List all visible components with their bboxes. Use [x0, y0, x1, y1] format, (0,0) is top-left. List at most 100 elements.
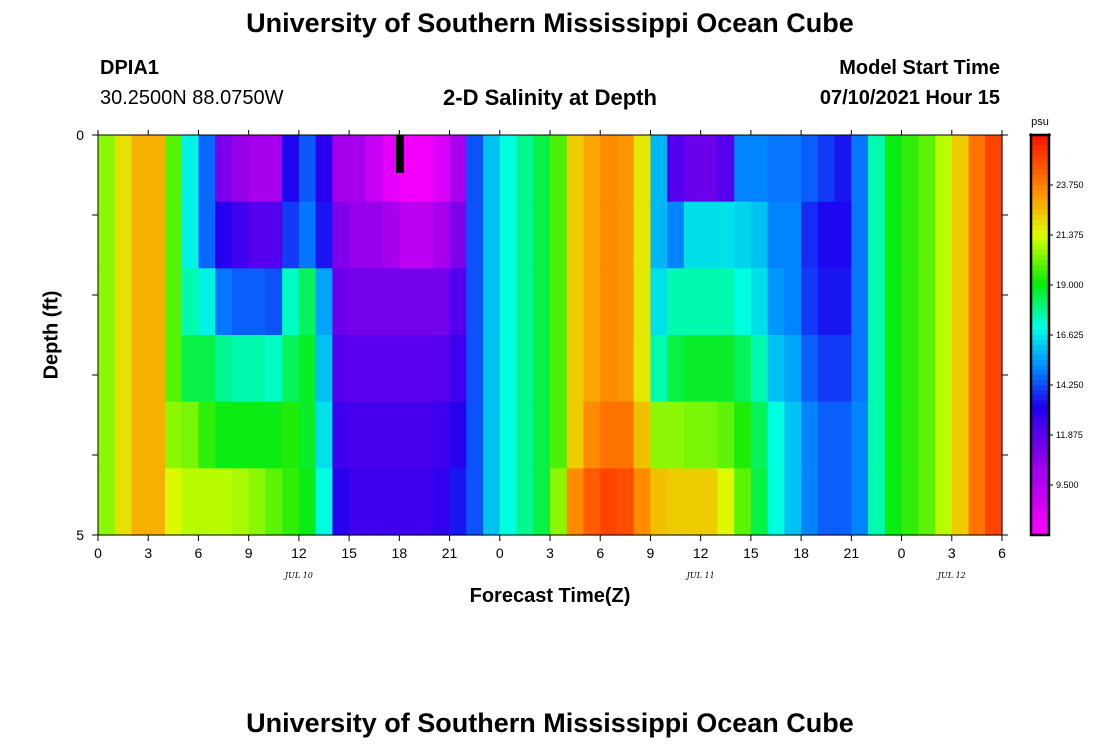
heatmap-cell: [700, 468, 719, 536]
heatmap-cell: [181, 268, 200, 336]
heatmap-cell: [332, 335, 350, 403]
heatmap-cell: [901, 268, 919, 336]
heatmap-cell: [817, 201, 836, 269]
heatmap-cell: [951, 201, 970, 269]
heatmap-cell: [499, 135, 518, 203]
heatmap-cell: [215, 335, 233, 403]
colorbar-tick-label: 19.000: [1056, 280, 1084, 290]
colorbar-tick-label: 9.500: [1056, 480, 1079, 490]
heatmap-cell: [935, 135, 953, 203]
colorbar-segment: [1031, 445, 1049, 451]
heatmap-cell: [834, 135, 852, 203]
heatmap-cell: [884, 268, 903, 336]
heatmap-cell: [231, 468, 250, 536]
heatmap-cell: [215, 268, 233, 336]
colorbar-segment: [1031, 165, 1049, 171]
colorbar-segment: [1031, 345, 1049, 351]
colorbar-segment: [1031, 145, 1049, 151]
heatmap-cell: [968, 401, 986, 469]
heatmap-cell: [968, 468, 986, 536]
heatmap-cell: [416, 468, 434, 536]
heatmap-cell: [834, 468, 852, 536]
heatmap-cell: [198, 401, 216, 469]
x-tick-label: 18: [793, 545, 809, 561]
colorbar-segment: [1031, 380, 1049, 386]
colorbar-segment: [1031, 340, 1049, 346]
heatmap-cell: [131, 401, 149, 469]
colorbar-segment: [1031, 505, 1049, 511]
heatmap-cell: [416, 335, 434, 403]
heatmap-cell: [298, 135, 317, 203]
colorbar-segment: [1031, 365, 1049, 371]
heatmap-cell: [951, 135, 970, 203]
colorbar-segment: [1031, 410, 1049, 416]
heatmap-cell: [215, 201, 233, 269]
heatmap-cell: [131, 268, 149, 336]
heatmap-cell: [834, 201, 852, 269]
heatmap-cell: [868, 201, 886, 269]
x-tick-label: 3: [144, 545, 152, 561]
heatmap-cell: [315, 268, 333, 336]
heatmap-cell: [734, 335, 752, 403]
heatmap-cell: [951, 335, 970, 403]
heatmap-cell: [399, 401, 417, 469]
heatmap-cell: [667, 268, 685, 336]
heatmap-cell: [717, 268, 735, 336]
colorbar-segment: [1031, 490, 1049, 496]
x-date-label: JUL 12: [936, 571, 966, 580]
missing-data-mark: [396, 135, 404, 173]
heatmap-cell: [416, 135, 434, 203]
heatmap-cell: [248, 201, 267, 269]
x-tick-label: 9: [245, 545, 253, 561]
heatmap-cell: [265, 401, 283, 469]
colorbar-segment: [1031, 185, 1049, 191]
heatmap-cell: [784, 268, 802, 336]
colorbar-segment: [1031, 245, 1049, 251]
heatmap-cell: [231, 401, 250, 469]
model-start-value: 07/10/2021 Hour 15: [819, 87, 1000, 109]
heatmap-cell: [600, 268, 618, 336]
colorbar-segment: [1031, 195, 1049, 201]
colorbar-segment: [1031, 265, 1049, 271]
heatmap-cell: [114, 135, 133, 203]
y-tick-label: 5: [76, 527, 84, 543]
heatmap-cell: [282, 401, 300, 469]
heatmap-cell: [332, 401, 350, 469]
heatmap-cell: [968, 201, 986, 269]
heatmap-cell: [349, 401, 367, 469]
heatmap-cell: [382, 268, 400, 336]
heatmap-cell: [884, 401, 903, 469]
heatmap-cell: [700, 268, 719, 336]
colorbar-segment: [1031, 330, 1049, 336]
heatmap-cell: [483, 335, 501, 403]
heatmap-cell: [449, 135, 467, 203]
x-tick-label: 6: [998, 545, 1006, 561]
heatmap-cell: [349, 135, 367, 203]
heatmap-cell: [164, 401, 183, 469]
heatmap-cell: [717, 401, 735, 469]
heatmap-cell: [616, 335, 635, 403]
heatmap-cell: [650, 468, 668, 536]
heatmap-cell: [466, 135, 484, 203]
heatmap-cell: [215, 135, 233, 203]
heatmap-cell: [683, 401, 702, 469]
heatmap-cell: [298, 335, 317, 403]
heatmap-cell: [98, 401, 116, 469]
x-tick-label: 21: [442, 545, 458, 561]
heatmap-cell: [550, 201, 568, 269]
station-id: DPIA1: [100, 57, 159, 79]
colorbar-segment: [1031, 325, 1049, 331]
heatmap-cell: [935, 468, 953, 536]
colorbar-segment: [1031, 460, 1049, 466]
colorbar-segment: [1031, 425, 1049, 431]
heatmap-cell: [918, 335, 936, 403]
heatmap-cell: [868, 135, 886, 203]
colorbar-segment: [1031, 415, 1049, 421]
heatmap-cell: [918, 268, 936, 336]
heatmap-cell: [667, 201, 685, 269]
heatmap-cell: [884, 135, 903, 203]
x-tick-label: 15: [743, 545, 759, 561]
heatmap-cell: [298, 201, 317, 269]
heatmap-cell: [382, 135, 400, 203]
heatmap-cell: [416, 401, 434, 469]
